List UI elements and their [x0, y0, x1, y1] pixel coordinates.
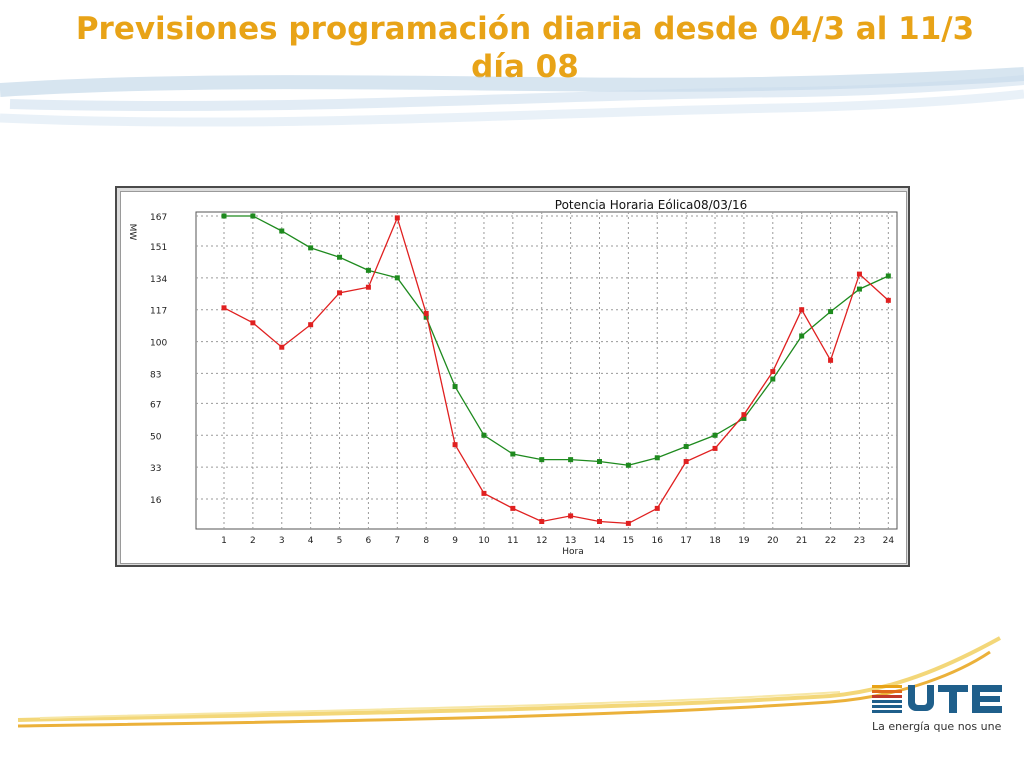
series-1-point: [337, 254, 343, 260]
series-2-point: [712, 445, 718, 451]
series-2-point: [654, 505, 660, 511]
series-1-point: [308, 245, 314, 251]
series-2-point: [741, 412, 747, 418]
x-tick-label: 8: [423, 536, 429, 546]
x-tick-label: 14: [594, 536, 606, 546]
y-tick-label: 134: [150, 275, 167, 285]
series-2-point: [770, 369, 776, 375]
series-1-point: [596, 459, 602, 465]
series-2-point: [279, 344, 285, 350]
series-2-point: [452, 442, 458, 448]
series-1-point: [683, 444, 689, 450]
series-1-point: [712, 432, 718, 438]
series-2-point: [308, 322, 314, 328]
y-tick-label: 50: [150, 432, 162, 442]
series-1-point: [423, 314, 429, 320]
x-tick-label: 16: [652, 536, 664, 546]
series-1-point: [365, 267, 371, 273]
series-1-point: [279, 228, 285, 234]
series-2-point: [568, 513, 574, 519]
y-tick-label: 83: [150, 370, 161, 380]
series-1-point: [250, 213, 256, 219]
series-1-point: [481, 432, 487, 438]
series-1-point: [625, 462, 631, 468]
ute-logo: [872, 685, 1002, 713]
series-2-point: [221, 305, 227, 311]
x-tick-label: 21: [796, 536, 807, 546]
x-tick-label: 22: [825, 536, 836, 546]
x-tick-label: 20: [767, 536, 779, 546]
x-tick-label: 5: [337, 536, 343, 546]
x-tick-label: 11: [507, 536, 518, 546]
series-2-point: [394, 215, 400, 221]
y-tick-label: 117: [150, 307, 167, 317]
series-2-point: [625, 520, 631, 526]
x-tick-label: 3: [279, 536, 285, 546]
y-tick-label: 67: [150, 400, 161, 410]
series-1-point: [510, 451, 516, 457]
x-tick-label: 13: [565, 536, 576, 546]
y-tick-label: 16: [150, 496, 162, 506]
series-1-point: [394, 275, 400, 281]
brand-tagline: La energía que nos une: [872, 720, 1002, 733]
x-tick-label: 4: [308, 536, 314, 546]
series-1-point: [654, 455, 660, 461]
x-axis-label: Hora: [562, 547, 584, 557]
x-tick-label: 17: [680, 536, 691, 546]
series-2-point: [510, 505, 516, 511]
y-axis-label: MW: [127, 224, 137, 241]
chart-panel: 16 33 50 67 83 100 117 134 151 167 1 2 3 4 5 6 7 8 9 10 11 12…: [115, 186, 910, 567]
series-2-point: [539, 519, 545, 525]
y-tick-label: 167: [150, 213, 167, 223]
series-1-point: [856, 286, 862, 292]
x-tick-label: 23: [854, 536, 865, 546]
y-tick-label: 151: [150, 243, 167, 253]
x-tick-label: 24: [883, 536, 895, 546]
x-tick-label: 2: [250, 536, 256, 546]
x-tick-label: 12: [536, 536, 547, 546]
series-line-2: [223, 215, 889, 525]
series-2-point: [365, 284, 371, 290]
x-tick-label: 10: [478, 536, 490, 546]
series-2-point: [337, 290, 343, 296]
series-1-point: [885, 273, 891, 279]
y-tick-label: 100: [150, 339, 167, 349]
plot-area: [195, 211, 898, 530]
series-2-point: [250, 320, 256, 326]
series-1-point: [221, 213, 227, 219]
series-2-point: [423, 310, 429, 316]
series-2-point: [596, 519, 602, 525]
series-1-point: [568, 457, 574, 463]
x-tick-label: 18: [709, 536, 721, 546]
series-1-point: [452, 384, 458, 390]
series-1-point: [828, 309, 834, 315]
series-2-point: [885, 297, 891, 303]
x-tick-label: 7: [394, 536, 400, 546]
series-2-point: [481, 490, 487, 496]
series-2-point: [828, 357, 834, 363]
series-2-point: [683, 459, 689, 465]
slide-title: Previsiones programación diaria desde 04…: [75, 11, 975, 85]
series-2-point: [799, 307, 805, 313]
decorative-swoosh-top: [0, 67, 1024, 127]
x-tick-label: 9: [452, 536, 458, 546]
series-1-point: [741, 415, 747, 421]
series-2-point: [856, 271, 862, 277]
decorative-swoosh-bottom: [17, 636, 1001, 728]
series-1-point: [799, 333, 805, 339]
chart-title: Potencia Horaria Eólica08/03/16: [555, 198, 747, 212]
x-tick-label: 15: [623, 536, 634, 546]
x-tick-label: 19: [738, 536, 750, 546]
x-tick-label: 1: [221, 536, 227, 546]
series-line-1: [224, 215, 889, 466]
x-tick-label: 6: [366, 536, 372, 546]
series-1-point: [770, 376, 776, 382]
y-tick-label: 33: [150, 464, 161, 474]
series-1-point: [539, 457, 545, 463]
